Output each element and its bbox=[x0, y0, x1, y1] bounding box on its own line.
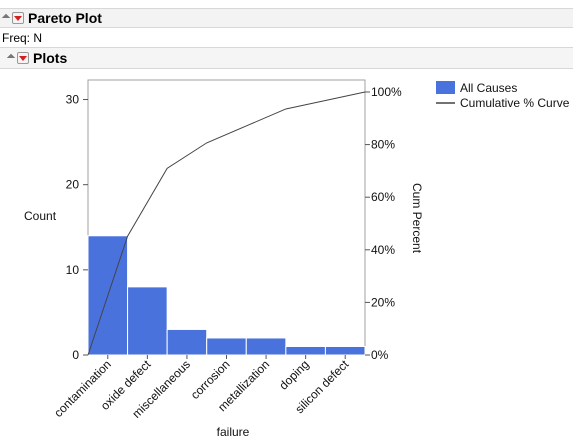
bar bbox=[127, 286, 168, 356]
y2-tick-label: 20% bbox=[371, 295, 395, 309]
y-tick-label: 30 bbox=[66, 93, 80, 107]
x-axis-label: failure bbox=[217, 425, 250, 439]
freq-label: Freq: N bbox=[2, 31, 43, 45]
pareto-plot-header[interactable]: Pareto Plot bbox=[0, 8, 573, 28]
red-triangle-menu-icon[interactable] bbox=[17, 52, 29, 64]
y-tick-label: 10 bbox=[66, 263, 80, 277]
x-tick-label: doping bbox=[276, 357, 311, 392]
legend-bar-swatch bbox=[436, 81, 455, 94]
red-triangle-menu-icon[interactable] bbox=[12, 12, 24, 24]
legend-cumulative-curve: Cumulative % Curve bbox=[460, 96, 570, 110]
plots-title: Plots bbox=[33, 50, 68, 66]
pareto-plot-title: Pareto Plot bbox=[28, 10, 102, 26]
legend-all-causes: All Causes bbox=[460, 81, 517, 95]
right-axis: 0% 20% 40% 60% 80% 100% bbox=[365, 85, 402, 362]
bar bbox=[245, 337, 287, 356]
y2-axis-label: Cum Percent bbox=[410, 183, 424, 254]
bar bbox=[166, 328, 208, 356]
y2-tick-label: 80% bbox=[371, 138, 395, 152]
bar bbox=[324, 345, 366, 356]
y-axis-label: Count bbox=[24, 209, 57, 223]
cumulative-curve bbox=[87, 91, 366, 356]
left-axis: 0 10 20 30 bbox=[66, 93, 88, 362]
bar bbox=[206, 337, 247, 356]
y2-tick-label: 40% bbox=[371, 243, 395, 257]
y2-tick-label: 0% bbox=[371, 348, 389, 362]
plots-header[interactable]: Plots bbox=[0, 47, 573, 69]
y-tick-label: 20 bbox=[66, 178, 80, 192]
bar bbox=[285, 345, 326, 356]
y2-tick-label: 100% bbox=[371, 85, 402, 99]
y-tick-label: 0 bbox=[72, 348, 79, 362]
y2-tick-label: 60% bbox=[371, 190, 395, 204]
